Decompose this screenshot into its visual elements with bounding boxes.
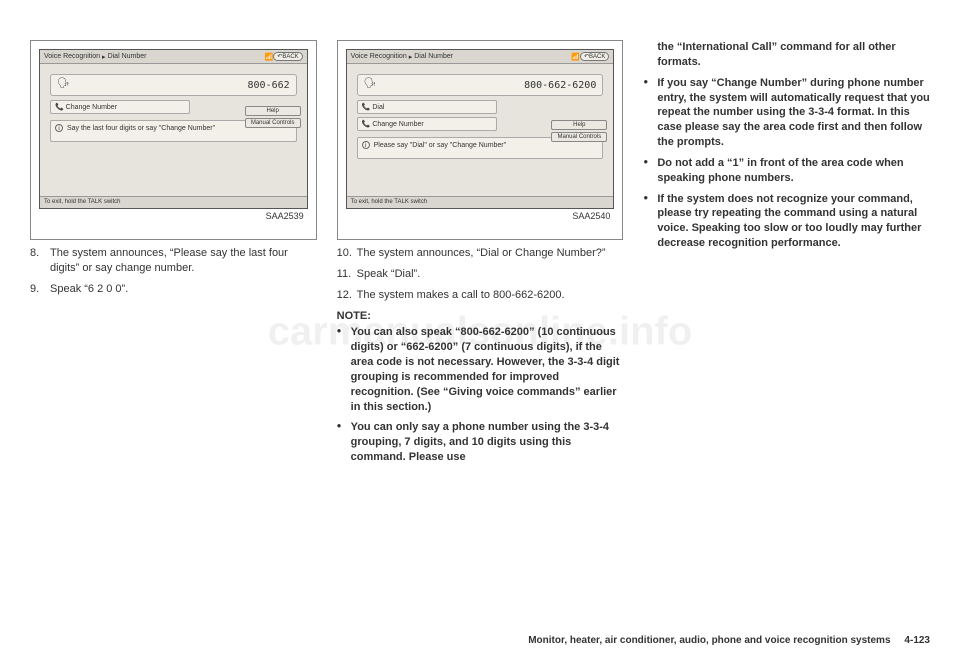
column-2: Voice Recognition ▸ Dial Number 📶 ↶BACK … bbox=[337, 40, 624, 471]
page-footer: Monitor, heater, air conditioner, audio,… bbox=[528, 635, 930, 646]
step-11-text: Speak “Dial”. bbox=[357, 267, 421, 282]
prompt-text: Say the last four digits or say "Change … bbox=[67, 125, 215, 132]
note-label: NOTE: bbox=[337, 309, 624, 324]
manual-controls-button[interactable]: Manual Controls bbox=[551, 132, 607, 142]
manual-controls-button[interactable]: Manual Controls bbox=[245, 118, 301, 128]
info-icon: i bbox=[55, 124, 63, 132]
step-9-num: 9. bbox=[30, 282, 50, 297]
number-display: 🗣 800-662-6200 bbox=[357, 74, 604, 96]
screenshot-2-box: Voice Recognition ▸ Dial Number 📶 ↶BACK … bbox=[337, 40, 624, 240]
help-button[interactable]: Help bbox=[551, 120, 607, 130]
signal-icon: 📶 bbox=[265, 53, 274, 61]
col3-bullet-2: Do not add a “1” in front of the area co… bbox=[657, 156, 930, 186]
step-11: 11. Speak “Dial”. bbox=[337, 267, 624, 282]
phone-number-value: 800-662-6200 bbox=[380, 80, 597, 91]
menu-change-number-label: Change Number bbox=[372, 121, 423, 128]
help-button[interactable]: Help bbox=[245, 106, 301, 116]
phone-number-value: 800-662 bbox=[73, 80, 290, 91]
step-9-text: Speak “6 2 0 0”. bbox=[50, 282, 128, 297]
col3-lead-text: the “International Call” command for all… bbox=[643, 40, 930, 70]
step-11-num: 11. bbox=[337, 267, 357, 282]
back-label: BACK bbox=[282, 54, 298, 60]
number-display: 🗣 800-662 bbox=[50, 74, 297, 96]
step-9: 9. Speak “6 2 0 0”. bbox=[30, 282, 317, 297]
exit-bar: To exit, hold the TALK switch bbox=[347, 196, 614, 208]
back-label: BACK bbox=[589, 54, 605, 60]
step-8-text: The system announces, “Please say the la… bbox=[50, 246, 317, 276]
menu-change-number-label: Change Number bbox=[66, 104, 117, 111]
col3-bullet-3: If the system does not recognize your co… bbox=[657, 192, 930, 251]
step-8: 8. The system announces, “Please say the… bbox=[30, 246, 317, 276]
breadcrumb-dial-number: Dial Number bbox=[414, 53, 453, 60]
menu-dial[interactable]: 📞 Dial bbox=[357, 100, 497, 114]
screen1-titlebar: Voice Recognition ▸ Dial Number 📶 ↶BACK bbox=[40, 50, 307, 64]
image-id-1: SAA2539 bbox=[39, 211, 308, 221]
col3-bullet-1: If you say “Change Number” during phone … bbox=[657, 76, 930, 150]
column-3: the “International Call” command for all… bbox=[643, 40, 930, 471]
phone-icon: 📞 bbox=[362, 103, 371, 111]
step-10-text: The system announces, “Dial or Change Nu… bbox=[357, 246, 606, 261]
phone-icon: 📞 bbox=[55, 103, 64, 111]
signal-icon: 📶 bbox=[571, 53, 580, 61]
step-12-num: 12. bbox=[337, 288, 357, 303]
step-12-text: The system makes a call to 800-662-6200. bbox=[357, 288, 565, 303]
note-bullet-1: You can also speak “800-662-6200” (10 co… bbox=[351, 325, 624, 414]
back-button[interactable]: ↶BACK bbox=[273, 52, 302, 61]
breadcrumb-voice-recognition: Voice Recognition bbox=[351, 53, 407, 60]
screenshot-1: Voice Recognition ▸ Dial Number 📶 ↶BACK … bbox=[39, 49, 308, 209]
step-10-num: 10. bbox=[337, 246, 357, 261]
step-12: 12. The system makes a call to 800-662-6… bbox=[337, 288, 624, 303]
menu-dial-label: Dial bbox=[372, 104, 384, 111]
column-1: Voice Recognition ▸ Dial Number 📶 ↶BACK … bbox=[30, 40, 317, 471]
exit-bar: To exit, hold the TALK switch bbox=[40, 196, 307, 208]
mic-icon: 🗣 bbox=[364, 78, 376, 92]
screen2-titlebar: Voice Recognition ▸ Dial Number 📶 ↶BACK bbox=[347, 50, 614, 64]
footer-page-number: 4-123 bbox=[904, 635, 930, 646]
breadcrumb-voice-recognition: Voice Recognition bbox=[44, 53, 100, 60]
menu-change-number[interactable]: 📞 Change Number bbox=[50, 100, 190, 114]
back-button[interactable]: ↶BACK bbox=[580, 52, 609, 61]
breadcrumb-arrow-icon: ▸ bbox=[100, 53, 108, 61]
menu-change-number[interactable]: 📞 Change Number bbox=[357, 117, 497, 131]
screenshot-1-box: Voice Recognition ▸ Dial Number 📶 ↶BACK … bbox=[30, 40, 317, 240]
breadcrumb-dial-number: Dial Number bbox=[108, 53, 147, 60]
step-8-num: 8. bbox=[30, 246, 50, 276]
image-id-2: SAA2540 bbox=[346, 211, 615, 221]
breadcrumb-arrow-icon: ▸ bbox=[407, 53, 415, 61]
note-bullet-2: You can only say a phone number using th… bbox=[351, 420, 624, 465]
page-content: Voice Recognition ▸ Dial Number 📶 ↶BACK … bbox=[0, 0, 960, 491]
mic-icon: 🗣 bbox=[57, 78, 69, 92]
screenshot-2: Voice Recognition ▸ Dial Number 📶 ↶BACK … bbox=[346, 49, 615, 209]
phone-icon: 📞 bbox=[362, 120, 371, 128]
prompt-text: Please say "Dial" or say "Change Number" bbox=[374, 142, 507, 149]
step-10: 10. The system announces, “Dial or Chang… bbox=[337, 246, 624, 261]
footer-section: Monitor, heater, air conditioner, audio,… bbox=[528, 635, 890, 646]
info-icon: i bbox=[362, 141, 370, 149]
